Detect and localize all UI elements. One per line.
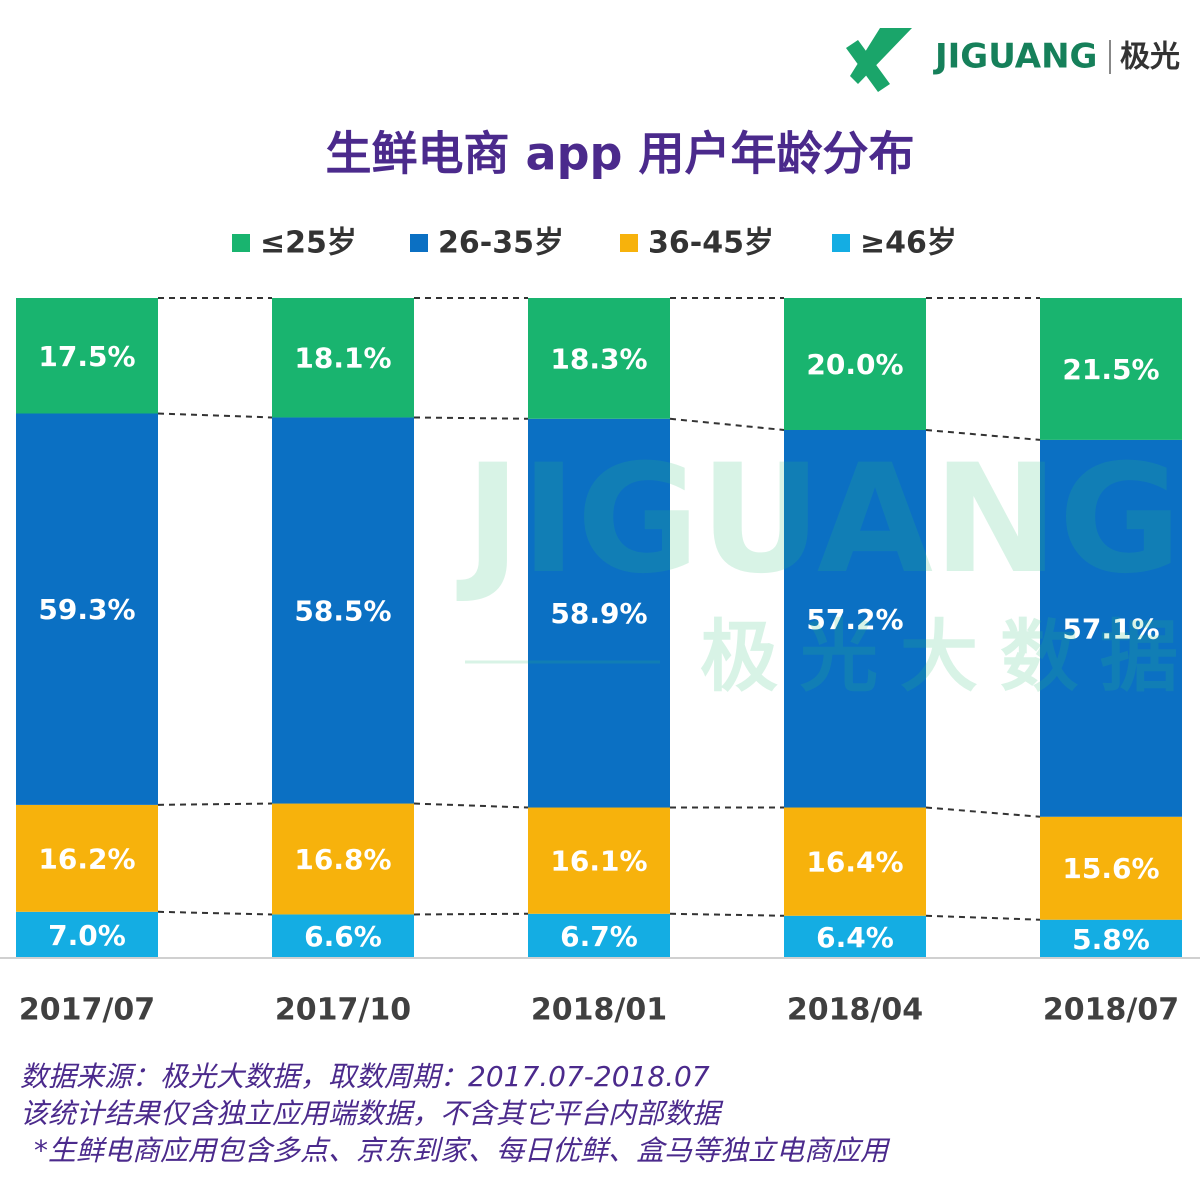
value-label: 7.0% (48, 919, 126, 952)
connector (925, 429, 1041, 441)
bar-segment (528, 807, 670, 914)
connector (669, 912, 785, 917)
value-label: 59.3% (38, 593, 135, 626)
note: *生鲜电商应用包含多点、京东到家、每日优鲜、盒马等独立电商应用 (34, 1134, 891, 1167)
connector (413, 912, 529, 916)
legend-label: ≤25岁 (260, 226, 357, 261)
bar-segment (528, 298, 670, 419)
bar-segment (784, 430, 926, 808)
watermark-subtitle: 极光大数据 (700, 612, 1200, 702)
connector (157, 802, 273, 806)
connector (157, 412, 273, 419)
connector (413, 416, 529, 420)
x-tick-label: 2017/10 (275, 993, 411, 1028)
value-label: 6.4% (816, 921, 894, 954)
value-label: 5.8% (1072, 923, 1150, 956)
legend-swatch (620, 234, 638, 252)
x-tick-label: 2018/01 (531, 993, 667, 1028)
value-label: 16.8% (294, 843, 391, 876)
logo-icon (846, 28, 912, 92)
legend-swatch (832, 234, 850, 252)
bar-segment (16, 911, 158, 958)
value-label: 16.2% (38, 842, 135, 875)
logo: JIGUANG 极光 (846, 28, 1180, 92)
bars: 7.0% 16.2% 59.3% 17.5% 6.6% 16.8% 58.5% 18.1% 6.… (16, 297, 1182, 958)
value-label: 16.1% (550, 845, 647, 878)
value-label: 21.5% (1062, 353, 1159, 386)
bar-segment (1040, 816, 1182, 920)
bar-segment (1040, 298, 1182, 440)
x-tick-label: 2017/07 (19, 993, 155, 1028)
connector (157, 910, 273, 916)
value-label: 20.0% (806, 348, 903, 381)
value-label: 57.1% (1062, 612, 1159, 645)
notes: 数据来源：极光大数据，取数周期：2017.07-2018.07 该统计结果仅含独立… (20, 1060, 891, 1167)
bar-segment (784, 915, 926, 958)
connector (925, 806, 1041, 818)
value-label: 18.1% (294, 342, 391, 375)
value-label: 6.6% (304, 920, 382, 953)
legend: ≤25岁 26-35岁 36-45岁 ≥46岁 (232, 226, 957, 261)
value-label: 17.5% (38, 340, 135, 373)
brand-name: JIGUANG (933, 37, 1097, 77)
bar-segment (1040, 439, 1182, 817)
bar-segment (784, 298, 926, 430)
legend-swatch (410, 234, 428, 252)
bar-segment (16, 298, 158, 414)
watermark-name: JIGUANG (456, 433, 1182, 607)
watermark: JIGUANG 极光大数据 (456, 433, 1200, 702)
connector (413, 802, 529, 809)
x-axis-labels: 2017/07 2017/10 2018/01 2018/04 2018/07 (19, 993, 1179, 1028)
connector (669, 417, 785, 431)
connector (925, 914, 1041, 921)
value-label: 6.7% (560, 920, 638, 953)
value-label: 57.2% (806, 603, 903, 636)
note: 数据来源：极光大数据，取数周期：2017.07-2018.07 (20, 1060, 710, 1093)
chart-title: 生鲜电商 app 用户年龄分布 (326, 127, 915, 181)
x-tick-label: 2018/04 (787, 993, 923, 1028)
value-label: 58.5% (294, 595, 391, 628)
note: 该统计结果仅含独立应用端数据，不含其它平台内部数据 (20, 1097, 724, 1130)
legend-label: 36-45岁 (648, 226, 774, 261)
value-label: 18.3% (550, 342, 647, 375)
x-tick-label: 2018/07 (1043, 993, 1179, 1028)
bar-segment (16, 804, 158, 912)
value-label: 15.6% (1062, 852, 1159, 885)
bar-segment (272, 417, 414, 804)
bar-segment (16, 413, 158, 805)
bar-segment (272, 803, 414, 915)
bar-segment (528, 913, 670, 958)
legend-label: ≥46岁 (860, 226, 957, 261)
bar-segment (272, 914, 414, 958)
bar-segment (1040, 919, 1182, 958)
bar-segment (784, 807, 926, 916)
brand-name-cn: 极光 (1120, 40, 1180, 75)
bar-segment (528, 418, 670, 808)
legend-label: 26-35岁 (438, 226, 564, 261)
legend-swatch (232, 234, 250, 252)
bar-segment (272, 298, 414, 418)
value-label: 16.4% (806, 846, 903, 879)
value-label: 58.9% (550, 597, 647, 630)
